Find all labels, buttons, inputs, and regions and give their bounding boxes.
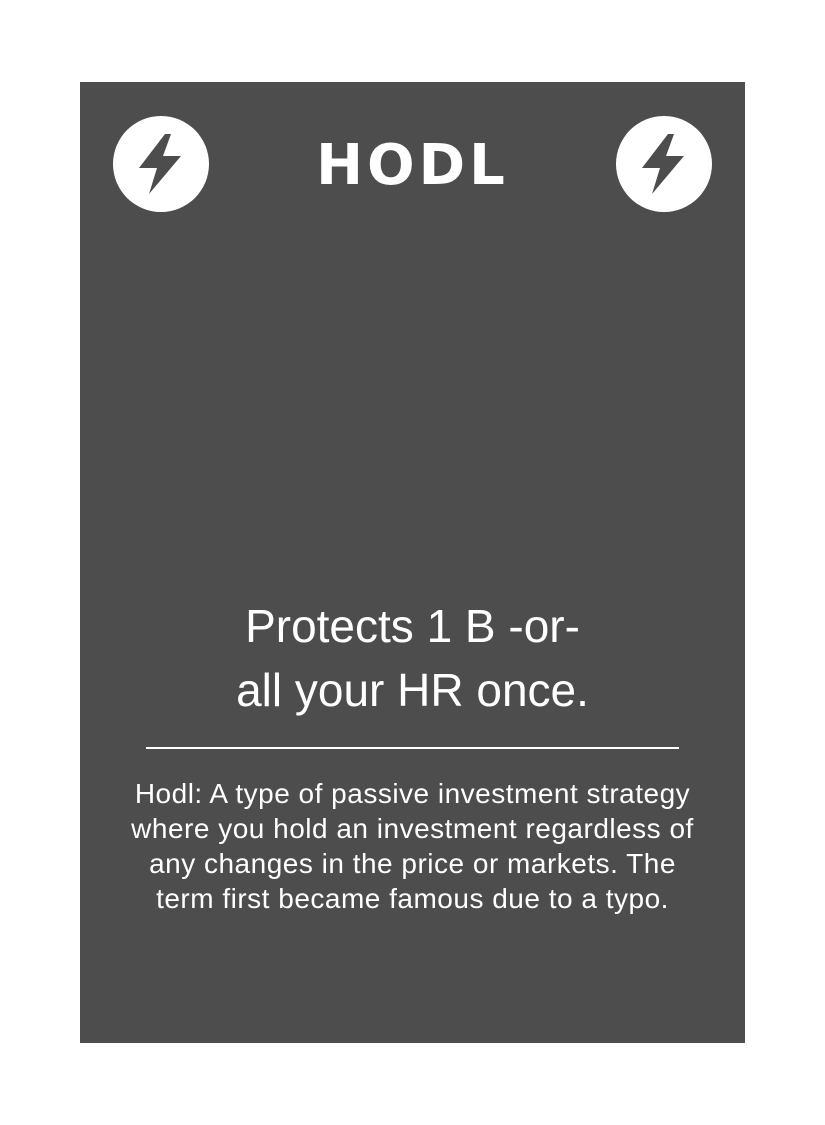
effect-line-2: all your HR once. [236, 664, 589, 716]
card-flavor-text: Hodl: A type of passive investment strat… [131, 778, 694, 914]
lightning-bolt-icon [139, 134, 181, 194]
lightning-badge-left [113, 116, 209, 212]
card-title: HODL [316, 133, 509, 198]
effect-line-1: Protects 1 B -or- [245, 600, 580, 652]
card-effect-text: Protects 1 B -or- all your HR once. [100, 594, 725, 722]
lightning-badge-right [616, 116, 712, 212]
divider [146, 747, 679, 749]
lightning-bolt-icon [642, 134, 684, 194]
game-card[interactable]: HODL Protects 1 B -or- all your HR once.… [80, 82, 745, 1043]
